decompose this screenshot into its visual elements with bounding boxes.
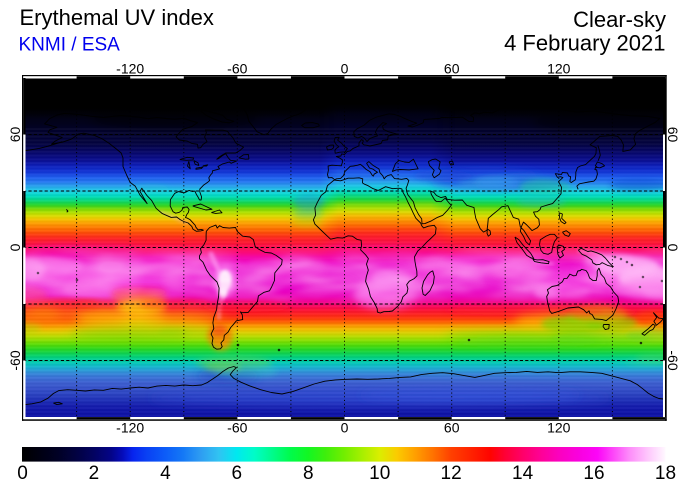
svg-text:0: 0 xyxy=(665,244,681,252)
svg-text:-60: -60 xyxy=(227,420,247,436)
svg-text:2: 2 xyxy=(89,463,100,484)
svg-text:60: 60 xyxy=(7,127,23,143)
svg-text:Erythemal UV index: Erythemal UV index xyxy=(20,5,214,30)
svg-text:Clear-sky: Clear-sky xyxy=(573,7,666,32)
svg-text:-60: -60 xyxy=(665,350,681,370)
svg-text:18: 18 xyxy=(655,463,676,484)
svg-text:-120: -120 xyxy=(116,61,144,77)
svg-text:0: 0 xyxy=(17,463,28,484)
svg-text:14: 14 xyxy=(512,463,534,484)
svg-text:60: 60 xyxy=(444,61,460,77)
svg-text:4 February 2021: 4 February 2021 xyxy=(504,30,665,55)
svg-text:0: 0 xyxy=(7,243,23,251)
svg-text:10: 10 xyxy=(369,463,390,484)
svg-text:0: 0 xyxy=(341,420,349,436)
svg-text:-60: -60 xyxy=(7,350,23,370)
svg-text:4: 4 xyxy=(160,463,171,484)
svg-text:60: 60 xyxy=(444,420,460,436)
svg-text:-60: -60 xyxy=(227,61,247,77)
svg-text:12: 12 xyxy=(441,463,462,484)
svg-text:120: 120 xyxy=(547,420,571,436)
svg-text:16: 16 xyxy=(583,463,604,484)
svg-text:60: 60 xyxy=(665,127,681,143)
svg-text:-120: -120 xyxy=(116,420,144,436)
svg-text:8: 8 xyxy=(303,463,314,484)
svg-text:6: 6 xyxy=(232,463,243,484)
svg-text:120: 120 xyxy=(547,61,571,77)
svg-text:KNMI / ESA: KNMI / ESA xyxy=(19,35,121,56)
svg-text:0: 0 xyxy=(341,61,349,77)
